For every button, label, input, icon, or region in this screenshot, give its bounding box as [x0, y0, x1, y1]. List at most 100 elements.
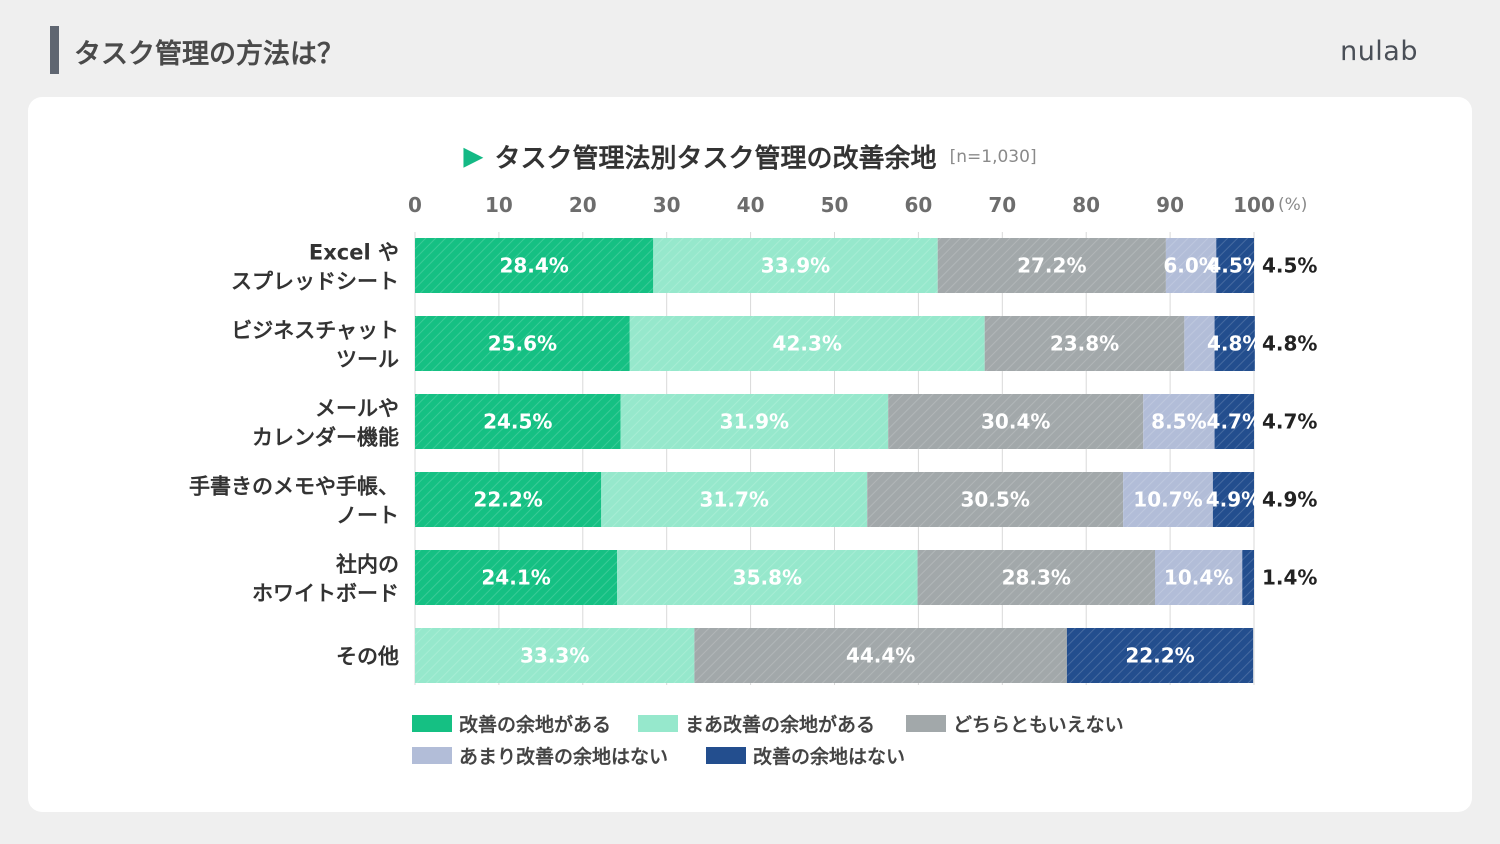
data-label: 30.4%: [981, 410, 1050, 434]
bar-segment-hatch: [415, 238, 654, 293]
data-label: 10.4%: [1164, 566, 1233, 590]
data-label: 22.2%: [1125, 644, 1194, 668]
data-label: 44.4%: [846, 644, 915, 668]
x-tick-label: 10: [485, 193, 513, 217]
bar-segment-hatch: [653, 238, 938, 293]
bar-segment-hatch: [415, 628, 695, 683]
bar-segment-hatch: [415, 316, 630, 371]
bar-segment-hatch: [984, 316, 1185, 371]
legend-swatch: [412, 747, 452, 764]
legend-item: どちらともいえない: [906, 710, 1124, 737]
category-label: ホワイトボード: [252, 582, 399, 606]
chart-title: タスク管理法別タスク管理の改善余地: [494, 144, 937, 174]
legend-label: あまり改善の余地はない: [459, 746, 669, 768]
data-label: 28.3%: [1002, 566, 1071, 590]
x-unit-label: (%): [1278, 195, 1307, 215]
data-label: 35.8%: [733, 566, 802, 590]
data-label: 30.5%: [960, 488, 1029, 512]
data-label: 4.7%: [1207, 410, 1262, 434]
bar-segment-hatch: [415, 550, 618, 605]
bar-segment-hatch: [601, 472, 868, 527]
bar-segment-hatch: [620, 394, 889, 449]
data-label: 31.9%: [720, 410, 789, 434]
x-tick-label: 100: [1233, 193, 1275, 217]
bar-segment-hatch: [1143, 394, 1215, 449]
bar-segment-hatch: [1154, 550, 1243, 605]
legend-item: あまり改善の余地はない: [412, 742, 668, 769]
category-label: ビジネスチャット: [231, 319, 399, 343]
legend-label: まあ改善の余地がある: [685, 714, 876, 736]
bar-segment-hatch: [694, 628, 1067, 683]
category-label: メールや: [315, 397, 399, 421]
data-label: 33.3%: [520, 644, 589, 668]
category-label: 手書きのメモや手帳、: [189, 475, 399, 499]
data-label: 4.8%: [1207, 332, 1262, 356]
x-tick-label: 70: [988, 193, 1016, 217]
bar-segment-hatch: [917, 550, 1155, 605]
legend-label: 改善の余地はない: [753, 746, 906, 768]
play-triangle-icon: ▶: [463, 141, 484, 172]
data-label: 25.6%: [488, 332, 557, 356]
legend-item: 改善の余地がある: [412, 710, 611, 737]
outside-data-label: 4.8%: [1262, 332, 1317, 356]
bar-segment-hatch: [1242, 550, 1254, 605]
bar-segment-hatch: [1165, 238, 1217, 293]
data-label: 23.8%: [1050, 332, 1119, 356]
legend-item: まあ改善の余地がある: [638, 710, 875, 737]
legend-item: 改善の余地はない: [706, 742, 905, 769]
outside-data-label: 4.9%: [1262, 488, 1317, 512]
outside-data-label: 4.7%: [1262, 410, 1317, 434]
x-tick-label: 90: [1156, 193, 1184, 217]
x-tick-label: 20: [569, 193, 597, 217]
data-label: 4.5%: [1207, 254, 1262, 278]
x-tick-label: 50: [821, 193, 849, 217]
data-label: 28.4%: [499, 254, 568, 278]
legend-swatch: [412, 715, 452, 732]
legend-swatch: [706, 747, 746, 764]
bar-segment-hatch: [1066, 628, 1254, 683]
page-title: タスク管理の方法は？: [74, 39, 344, 70]
data-label: 33.9%: [761, 254, 830, 278]
bar-segment-hatch: [867, 472, 1124, 527]
nulab-logo: nulab: [1340, 36, 1418, 67]
x-tick-label: 40: [737, 193, 765, 217]
category-label: Excel や: [309, 241, 399, 265]
chart-heading: ▶ タスク管理法別タスク管理の改善余地 [n=1,030]: [0, 138, 1500, 175]
category-label: ツール: [336, 348, 399, 372]
x-tick-label: 60: [904, 193, 932, 217]
bar-segment-hatch: [937, 238, 1166, 293]
bar-segment-hatch: [1212, 472, 1254, 527]
category-label: 社内の: [335, 553, 399, 577]
bar-segment-hatch: [1184, 316, 1215, 371]
bar-segment-hatch: [415, 472, 602, 527]
x-tick-label: 0: [408, 193, 422, 217]
chart-card: [28, 97, 1472, 812]
header-accent-bar: [50, 26, 59, 74]
outside-data-label: 1.4%: [1262, 566, 1317, 590]
category-label: ノート: [336, 504, 399, 528]
data-label: 4.9%: [1206, 488, 1261, 512]
category-label: その他: [336, 645, 399, 669]
bar-segment-hatch: [1214, 394, 1254, 449]
data-label: 24.1%: [481, 566, 550, 590]
category-label: カレンダー機能: [252, 426, 399, 450]
bar-segment-hatch: [888, 394, 1144, 449]
data-label: 42.3%: [773, 332, 842, 356]
bar-segment-hatch: [415, 394, 621, 449]
category-label: スプレッドシート: [231, 270, 399, 294]
outside-data-label: 4.5%: [1262, 254, 1317, 278]
bar-segment-hatch: [1123, 472, 1213, 527]
data-label: 8.5%: [1151, 410, 1206, 434]
legend-swatch: [906, 715, 946, 732]
data-label: 6.0%: [1163, 254, 1218, 278]
bar-segment-hatch: [629, 316, 985, 371]
data-label: 31.7%: [700, 488, 769, 512]
x-tick-label: 30: [653, 193, 681, 217]
data-label: 10.7%: [1133, 488, 1202, 512]
legend-label: どちらともいえない: [953, 714, 1124, 736]
chart-sample-size: [n=1,030]: [949, 146, 1037, 167]
bar-segment-hatch: [617, 550, 918, 605]
x-tick-label: 80: [1072, 193, 1100, 217]
legend-label: 改善の余地がある: [459, 714, 612, 736]
